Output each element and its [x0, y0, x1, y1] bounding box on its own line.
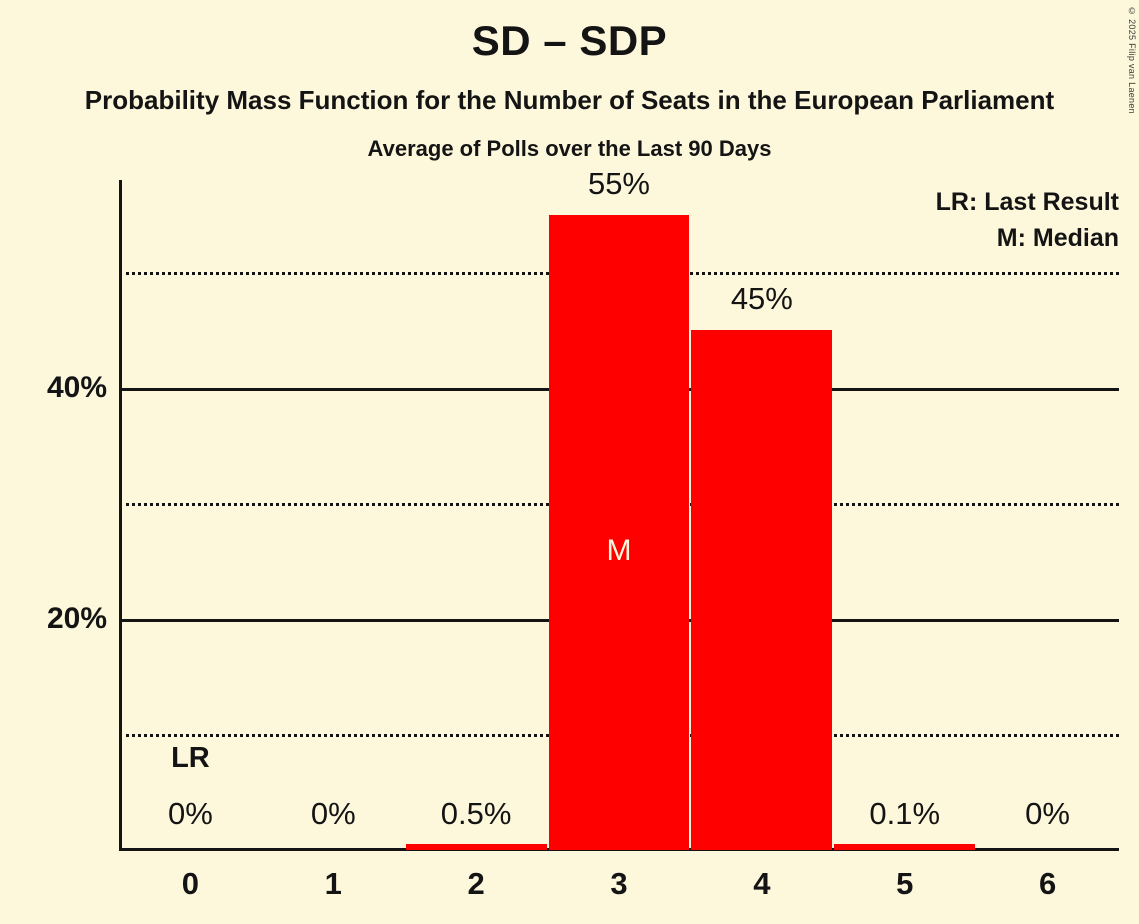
chart-subtitle-secondary: Average of Polls over the Last 90 Days: [367, 136, 772, 161]
bar-2[interactable]: [405, 844, 547, 850]
chart-subtitle-primary: Probability Mass Function for the Number…: [84, 85, 1055, 115]
value-label-0: 0%: [168, 796, 213, 831]
x-tick-2: 2: [467, 866, 485, 901]
y-tick-40: 40%: [46, 370, 107, 404]
last-result-marker: LR: [171, 742, 210, 774]
bar-5[interactable]: [834, 844, 976, 850]
value-label-6: 0%: [1025, 796, 1070, 831]
x-tick-5: 5: [896, 866, 914, 901]
chart-legend: LR: Last Result M: Median: [936, 184, 1119, 257]
value-label-5: 0.1%: [869, 796, 941, 831]
bar-3[interactable]: M: [548, 214, 690, 850]
x-tick-3: 3: [610, 866, 628, 901]
x-tick-0: 0: [181, 866, 200, 901]
legend-item-last-result: LR: Last Result: [935, 188, 1119, 216]
value-label-3: 55%: [587, 165, 650, 201]
x-tick-4: 4: [753, 866, 771, 901]
y-tick-20: 20%: [46, 601, 107, 635]
legend-item-median: M: Median: [996, 224, 1119, 253]
copyright-notice: © 2025 Filip van Laenen: [1127, 6, 1137, 114]
chart-title: SD – SDP: [471, 17, 668, 64]
plot-area: M: [119, 180, 1119, 850]
x-tick-6: 6: [1038, 866, 1057, 901]
value-label-4: 45%: [730, 281, 793, 317]
x-tick-1: 1: [324, 866, 342, 901]
value-label-1: 0%: [310, 796, 356, 831]
y-axis-line: [119, 180, 122, 851]
median-marker: M: [606, 533, 632, 567]
value-label-2: 0.5%: [440, 796, 512, 831]
bar-4[interactable]: [691, 330, 833, 850]
